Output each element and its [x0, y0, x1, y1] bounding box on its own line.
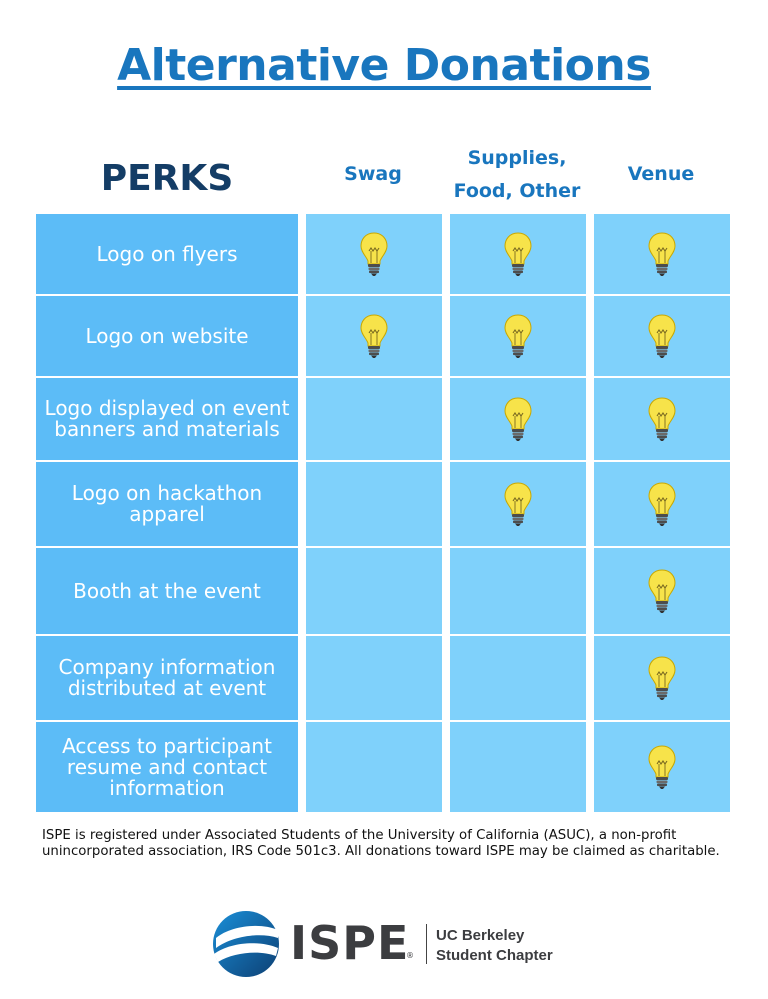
lightbulb-icon [360, 314, 388, 358]
logo-divider [426, 924, 427, 964]
perk-cell-supplies [450, 214, 586, 294]
perk-label: Access to participant resume and contact… [36, 722, 298, 812]
perks-header: PERKS [100, 158, 234, 199]
lightbulb-icon [648, 656, 676, 700]
column-header-venue: Venue [627, 163, 695, 185]
perk-cell-swag [306, 462, 442, 546]
lightbulb-icon [648, 482, 676, 526]
ispe-wordmark: ISPE [290, 916, 410, 970]
perk-label: Booth at the event [36, 548, 298, 634]
perk-cell-supplies [450, 378, 586, 460]
lightbulb-icon [504, 232, 532, 276]
perk-cell-venue [594, 378, 730, 460]
perk-cell-swag [306, 296, 442, 376]
perk-cell-swag [306, 722, 442, 812]
perk-label: Company information distributed at event [36, 636, 298, 720]
page-title: Alternative Donations [117, 40, 651, 91]
perk-cell-venue [594, 548, 730, 634]
lightbulb-icon [504, 314, 532, 358]
registered-mark: ® [406, 951, 414, 960]
lightbulb-icon [504, 482, 532, 526]
perk-cell-venue [594, 722, 730, 812]
perk-cell-venue [594, 214, 730, 294]
ispe-logo: ISPE ® UC Berkeley Student Chapter [210, 908, 570, 980]
perk-label: Logo on flyers [36, 214, 298, 294]
chapter-line-2: Student Chapter [436, 947, 553, 964]
perk-cell-venue [594, 296, 730, 376]
footnote: ISPE is registered under Associated Stud… [42, 828, 720, 859]
lightbulb-icon [648, 745, 676, 789]
perk-label: Logo on hackathon apparel [36, 462, 298, 546]
chapter-line-1: UC Berkeley [436, 927, 525, 944]
perk-cell-supplies [450, 548, 586, 634]
perk-label: Logo displayed on event banners and mate… [36, 378, 298, 460]
perk-label: Logo on website [36, 296, 298, 376]
ispe-logo-mark-icon [213, 911, 279, 977]
perk-cell-swag [306, 378, 442, 460]
lightbulb-icon [504, 397, 532, 441]
chapter-name: UC Berkeley Student Chapter [436, 926, 553, 966]
perk-cell-venue [594, 462, 730, 546]
perk-cell-swag [306, 548, 442, 634]
column-header-swag: Swag [344, 163, 402, 185]
lightbulb-icon [648, 569, 676, 613]
perk-cell-supplies [450, 296, 586, 376]
perk-cell-swag [306, 214, 442, 294]
perk-cell-supplies [450, 636, 586, 720]
lightbulb-icon [360, 232, 388, 276]
column-header-supplies: Supplies, Food, Other [453, 147, 581, 202]
perk-cell-supplies [450, 462, 586, 546]
lightbulb-icon [648, 314, 676, 358]
lightbulb-icon [648, 232, 676, 276]
perk-cell-supplies [450, 722, 586, 812]
perk-cell-swag [306, 636, 442, 720]
lightbulb-icon [648, 397, 676, 441]
perk-cell-venue [594, 636, 730, 720]
